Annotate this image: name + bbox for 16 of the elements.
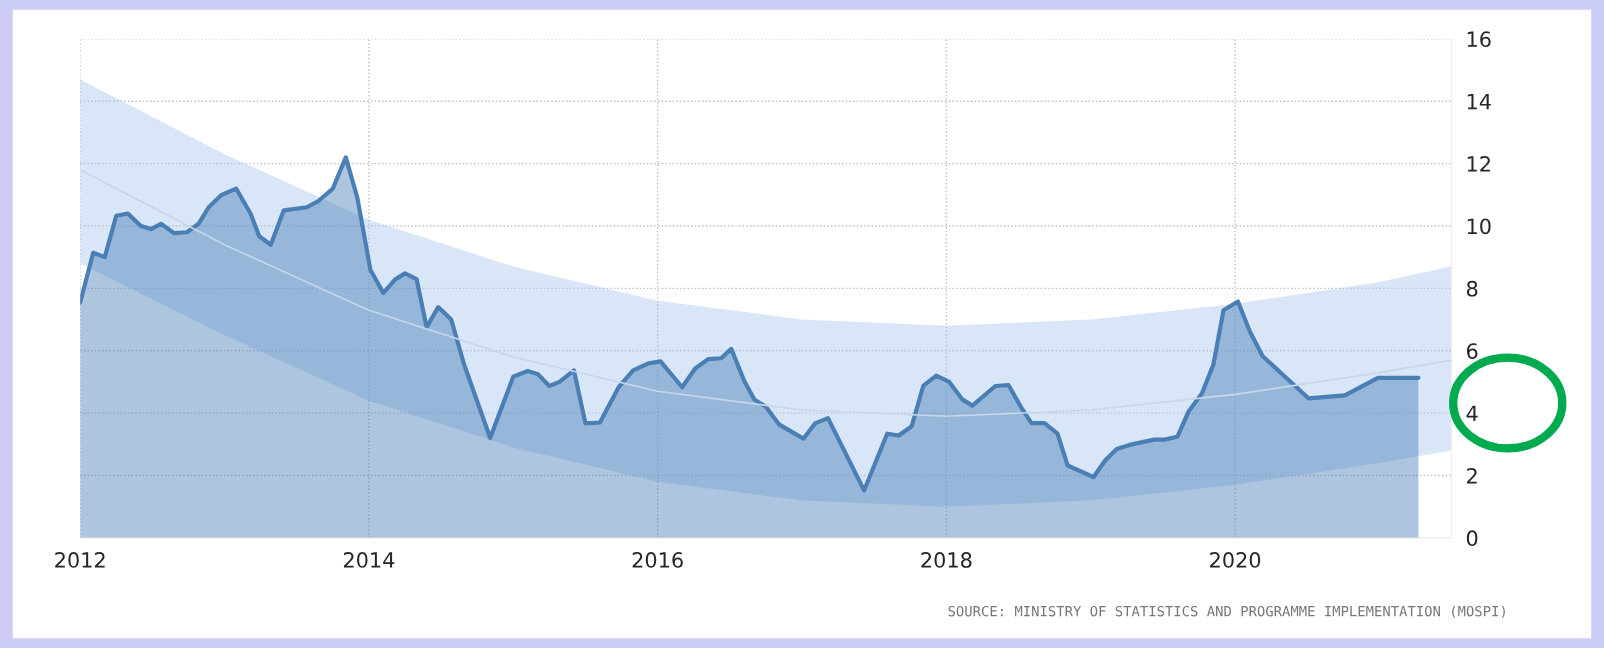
y-tick-label: 0 — [1466, 530, 1478, 547]
source-note: SOURCE: MINISTRY OF STATISTICS AND PROGRAMME IMPLEMENTATION (MOSPI) — [948, 605, 1505, 619]
y-tick-label: 6 — [1466, 343, 1478, 359]
y-tick-label: 4 — [1466, 405, 1478, 422]
y-tick-label: 14 — [1467, 93, 1491, 110]
y-tick-label: 12 — [1467, 156, 1490, 172]
x-tick-label: 2018 — [921, 552, 972, 568]
y-tick-label: 10 — [1467, 218, 1491, 235]
y-tick-label: 2 — [1467, 467, 1477, 484]
x-tick-label: 2014 — [343, 552, 395, 568]
y-tick-label: 16 — [1467, 31, 1491, 48]
y-tick-label: 8 — [1466, 280, 1478, 297]
line-series — [80, 169, 1452, 418]
x-tick-label: 2012 — [55, 552, 105, 568]
x-tick-label: 2020 — [1210, 552, 1261, 568]
x-tick-label: 2016 — [632, 552, 683, 568]
